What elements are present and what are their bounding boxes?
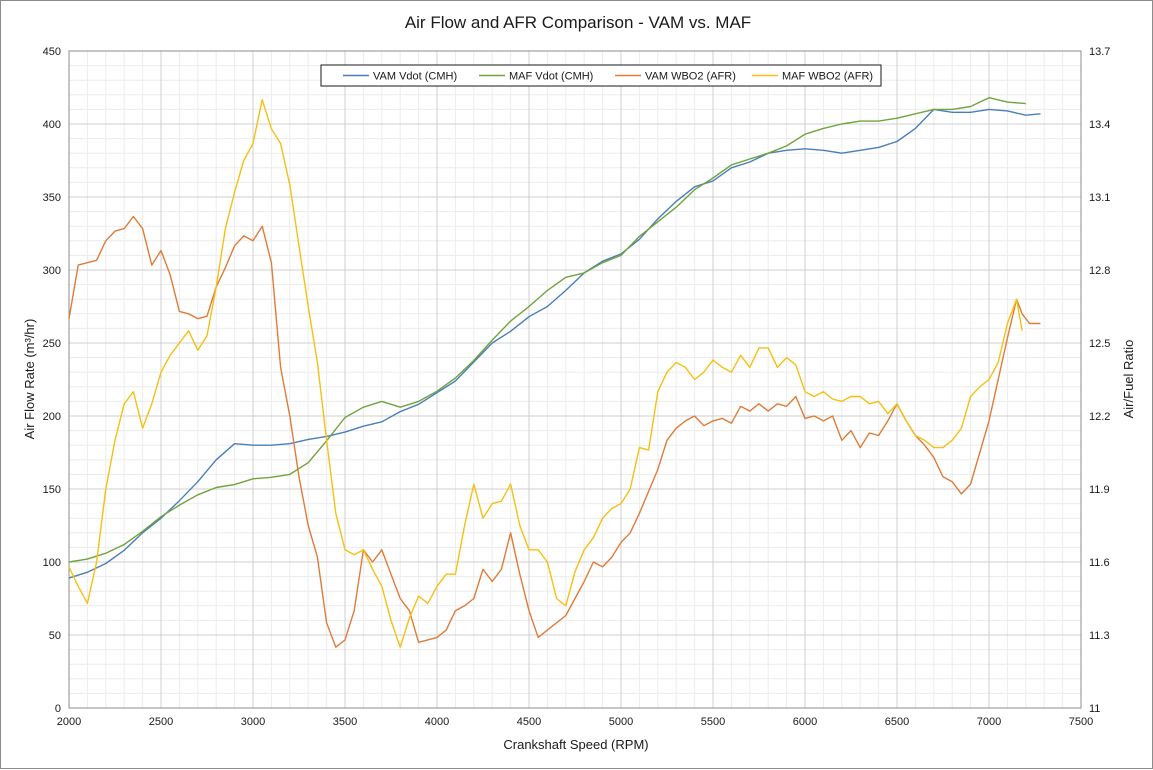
legend-label: MAF Vdot (CMH) — [509, 71, 593, 83]
x-tick-label: 2000 — [57, 716, 81, 728]
chart-title: Air Flow and AFR Comparison - VAM vs. MA… — [405, 13, 751, 32]
plot-area — [69, 51, 1081, 708]
y2-tick-label: 13.1 — [1089, 192, 1110, 204]
series-line-3 — [68, 215, 1041, 648]
y2-tick-label: 13.7 — [1089, 46, 1110, 58]
y-tick-label: 0 — [55, 703, 61, 715]
legend-label: VAM Vdot (CMH) — [373, 71, 457, 83]
x-tick-label: 3500 — [333, 716, 357, 728]
series-line-4 — [68, 98, 1023, 648]
x-tick-label: 7000 — [977, 716, 1001, 728]
x-tick-label: 6500 — [885, 716, 909, 728]
x-tick-label: 4500 — [517, 716, 541, 728]
y2-tick-label: 11.6 — [1089, 557, 1110, 569]
axes: 2000 2500 3000 3500 4000 4500 5000 5500 6000 6500… — [43, 46, 1111, 728]
series-line-1 — [68, 108, 1041, 579]
legend: VAM Vdot (CMH) MAF Vdot (CMH) VAM WBO2 (AF… — [320, 64, 882, 87]
y-tick-label: 400 — [43, 119, 61, 131]
legend-label: VAM WBO2 (AFR) — [645, 71, 736, 83]
x-tick-label: 7500 — [1069, 716, 1093, 728]
x-tick-label: 2500 — [149, 716, 173, 728]
y2-tick-label: 11.3 — [1089, 630, 1110, 642]
y-tick-label: 350 — [43, 192, 61, 204]
y2-tick-label: 12.2 — [1089, 411, 1110, 423]
x-tick-label: 4000 — [425, 716, 449, 728]
y-tick-label: 450 — [43, 46, 61, 58]
x-tick-label: 5500 — [701, 716, 725, 728]
plot-border — [68, 50, 1082, 709]
x-tick-label: 6000 — [793, 716, 817, 728]
y-tick-label: 150 — [43, 484, 61, 496]
legend-label: MAF WBO2 (AFR) — [782, 71, 873, 83]
y-tick-label: 250 — [43, 338, 61, 350]
y2-tick-label: 11.9 — [1089, 484, 1110, 496]
y2-tick-label: 13.4 — [1089, 119, 1110, 131]
y2-tick-label: 12.8 — [1089, 265, 1110, 277]
grid — [68, 50, 1082, 709]
x-axis-title: Crankshaft Speed (RPM) — [503, 737, 648, 752]
y-tick-label: 100 — [43, 557, 61, 569]
y-axis-title: Air Flow Rate (m³/hr) — [22, 319, 37, 440]
y2-tick-label: 12.5 — [1089, 338, 1110, 350]
series-line-2 — [68, 96, 1026, 563]
x-tick-label: 3000 — [241, 716, 265, 728]
y-tick-label: 200 — [43, 411, 61, 423]
y2-axis-title: Air/Fuel Ratio — [1121, 340, 1136, 419]
legend-box — [320, 64, 882, 87]
y-tick-label: 300 — [43, 265, 61, 277]
y-tick-label: 50 — [49, 630, 61, 642]
series-layer — [68, 96, 1041, 648]
y2-tick-label: 11 — [1089, 703, 1100, 715]
x-tick-label: 5000 — [609, 716, 633, 728]
